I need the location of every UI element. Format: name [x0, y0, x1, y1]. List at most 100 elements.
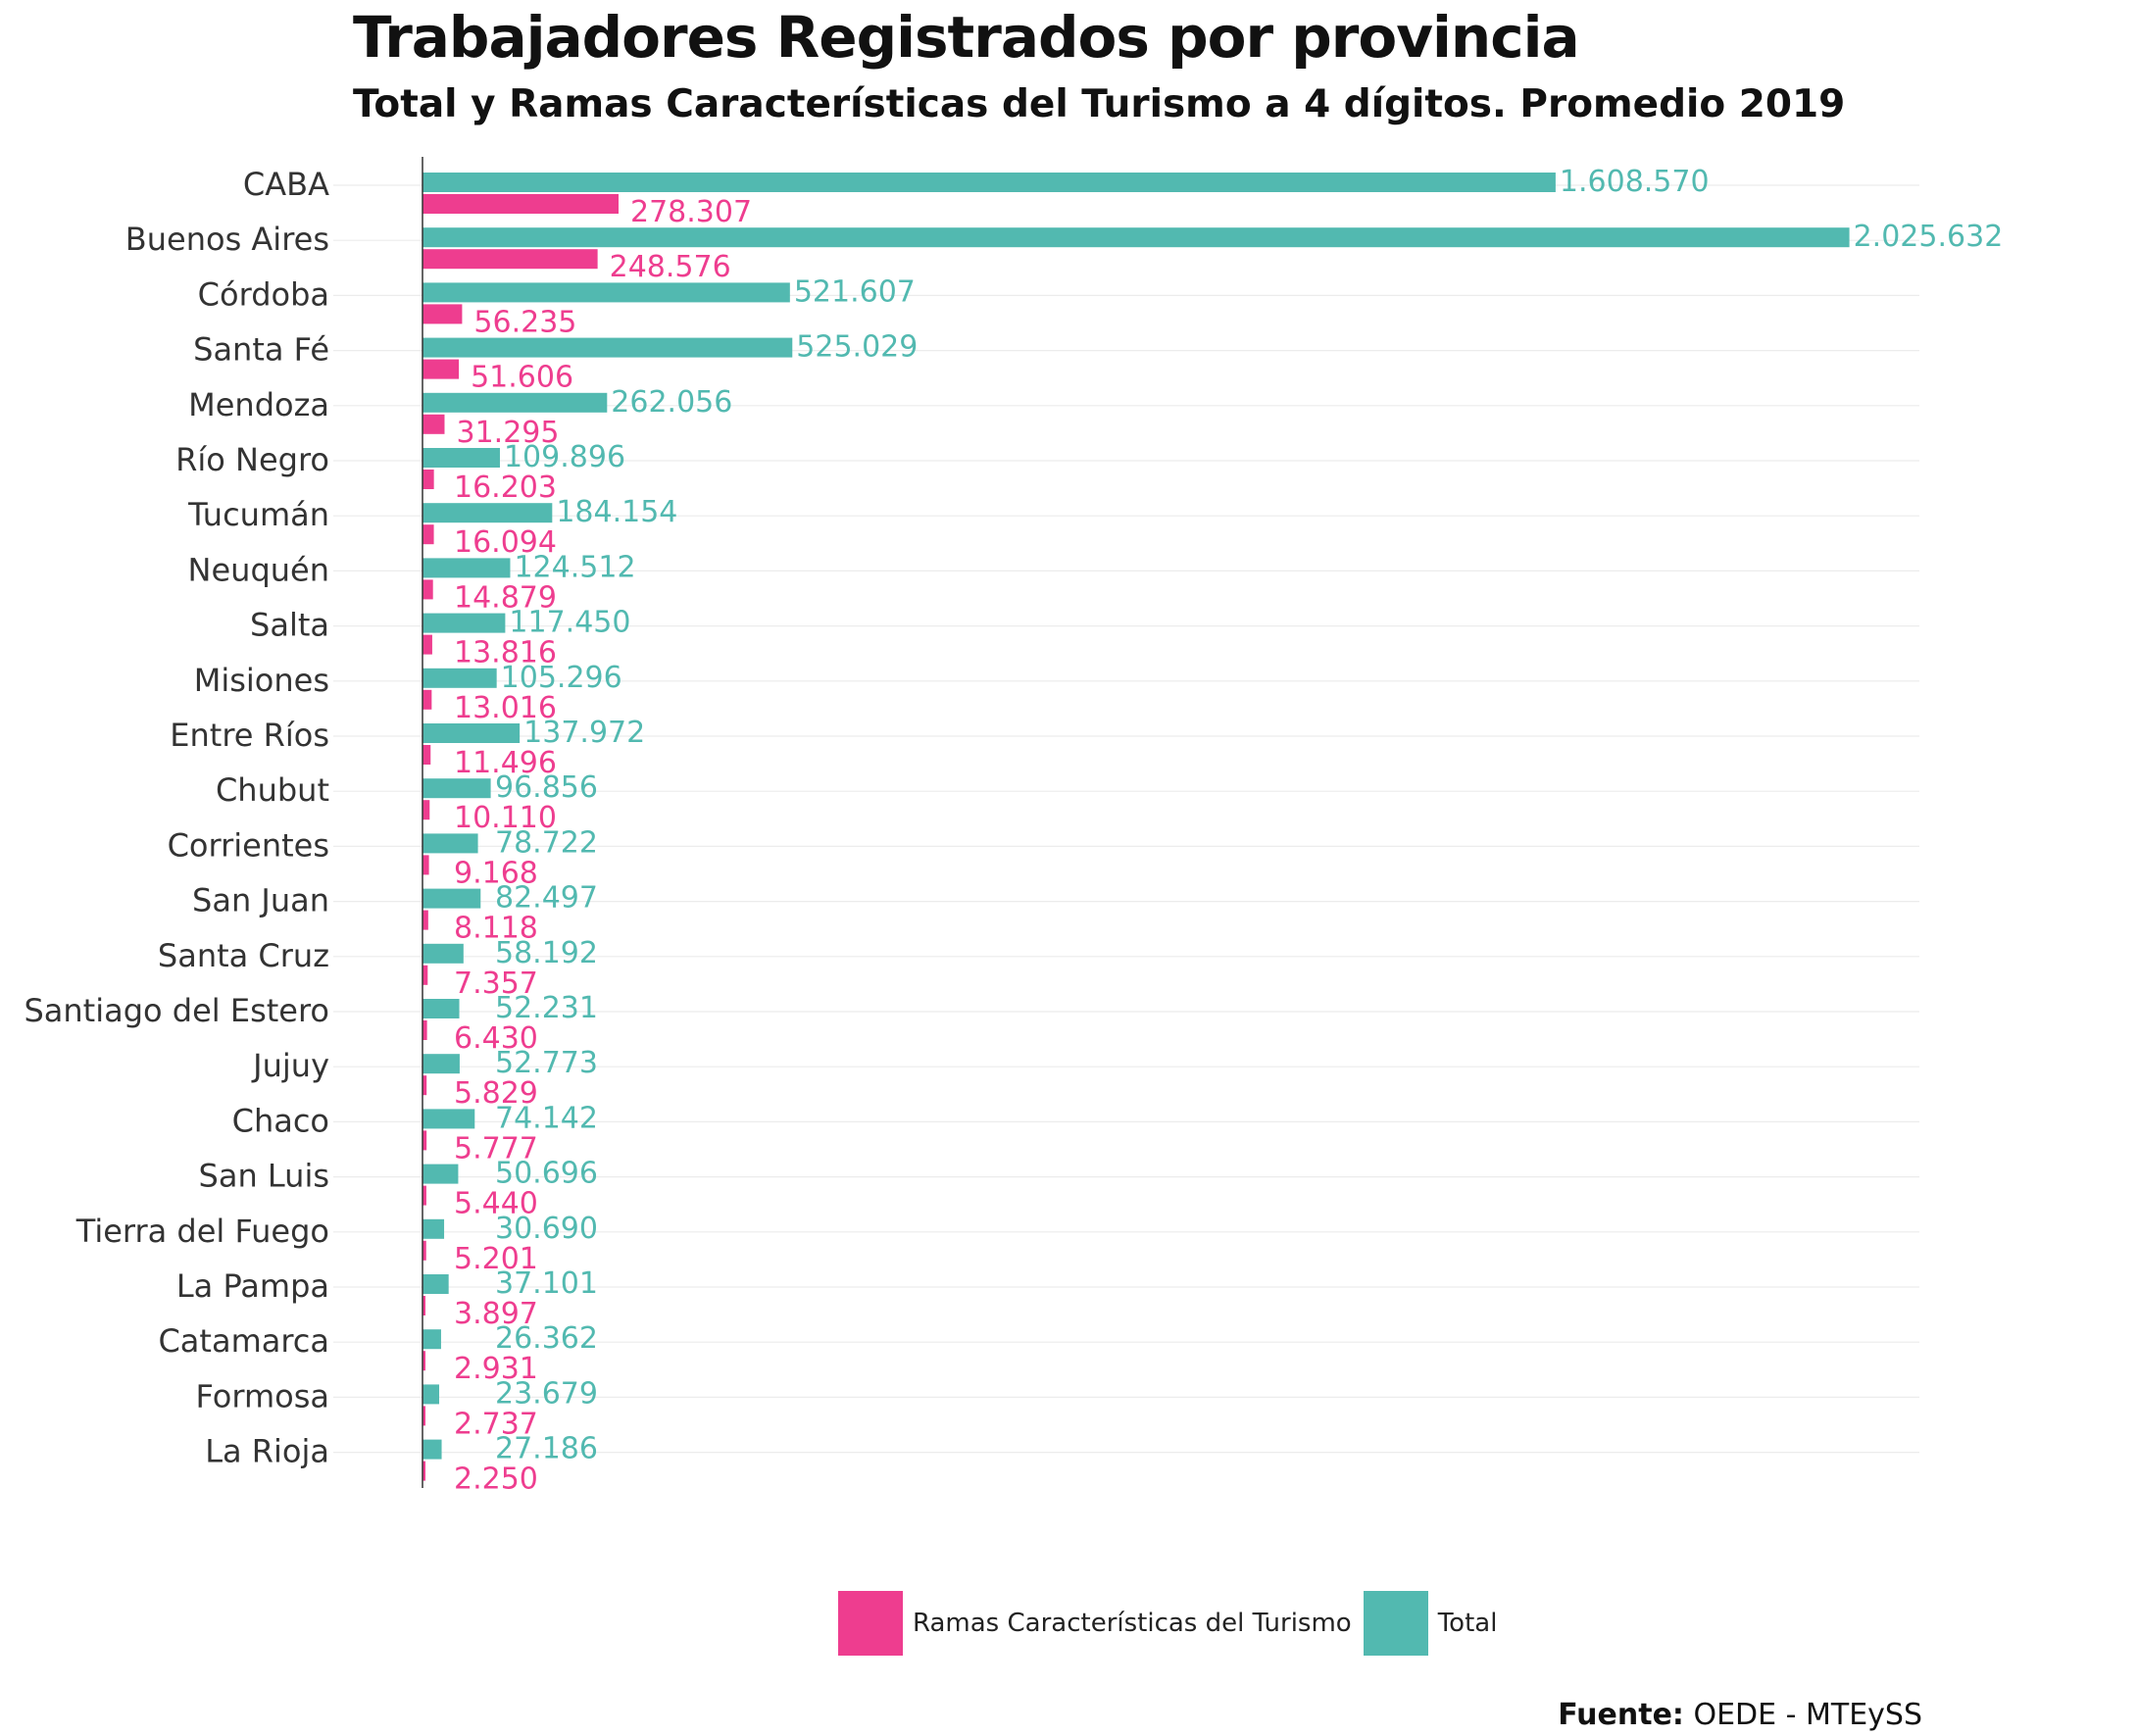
value-label-total: 1.608.570	[1560, 165, 1710, 199]
bar-turismo	[422, 1296, 425, 1315]
category-label: Entre Ríos	[170, 717, 329, 754]
category-label: CABA	[243, 166, 329, 203]
bar-turismo	[422, 689, 432, 710]
category-label: Buenos Aires	[125, 221, 329, 258]
bar-total	[422, 888, 481, 909]
bar-total	[422, 448, 500, 468]
value-label-turismo: 2.737	[454, 1407, 538, 1441]
value-label-turismo: 2.931	[454, 1352, 538, 1386]
value-label-total: 52.231	[495, 991, 598, 1025]
category-labels: CABA Buenos Aires Córdoba Santa Fé Mendoza Rí…	[24, 166, 329, 1470]
value-label-total: 262.056	[611, 385, 732, 420]
value-label-total: 117.450	[509, 606, 630, 640]
value-label-total: 37.101	[495, 1266, 598, 1301]
category-label: Río Negro	[175, 441, 329, 478]
bar-turismo	[422, 194, 619, 214]
bar-total	[422, 1329, 441, 1350]
bar-turismo	[422, 1461, 425, 1481]
bars	[422, 173, 1850, 1481]
source-text: OEDE - MTEySS	[1683, 1698, 1922, 1732]
value-label-total: 26.362	[495, 1321, 598, 1356]
legend-swatch-turismo	[838, 1591, 903, 1656]
bar-turismo	[422, 855, 429, 875]
bar-turismo	[422, 634, 432, 655]
bar-total	[422, 723, 521, 743]
value-label-turismo: 3.897	[454, 1297, 538, 1331]
value-label-total: 78.722	[495, 825, 598, 860]
value-label-turismo: 11.496	[454, 746, 557, 780]
value-label-total: 184.154	[556, 495, 677, 529]
bar-total	[422, 943, 464, 964]
category-label: La Rioja	[205, 1433, 329, 1470]
legend: Ramas Características del Turismo Total	[838, 1591, 1509, 1656]
bar-turismo	[422, 910, 428, 930]
value-label-turismo: 2.250	[454, 1463, 538, 1497]
value-label-turismo: 5.440	[454, 1187, 538, 1221]
source-note: Fuente: OEDE - MTEySS	[1558, 1698, 1922, 1732]
category-label: Salta	[250, 607, 329, 644]
bar-turismo	[422, 1075, 427, 1096]
category-label: Mendoza	[188, 386, 329, 423]
bar-turismo	[422, 359, 460, 379]
category-label: Misiones	[194, 662, 329, 699]
value-label-turismo: 31.295	[456, 416, 559, 450]
value-label-total: 58.192	[495, 936, 598, 970]
value-label-turismo: 6.430	[454, 1021, 538, 1056]
bar-total	[422, 833, 478, 854]
bar-total	[422, 668, 497, 688]
bar-turismo	[422, 1130, 427, 1151]
category-label: Tucumán	[187, 496, 329, 533]
bar-total	[422, 1109, 475, 1129]
value-label-total: 50.696	[495, 1157, 598, 1191]
value-label-turismo: 8.118	[454, 912, 538, 946]
value-label-total: 124.512	[514, 550, 635, 584]
bar-total	[422, 1054, 460, 1074]
value-label-total: 137.972	[523, 716, 645, 750]
legend-item-total: Total	[1363, 1591, 1497, 1656]
bar-total	[422, 1384, 440, 1405]
chart-subtitle: Total y Ramas Características del Turism…	[353, 82, 1846, 126]
bar-turismo	[422, 304, 463, 324]
legend-label-turismo: Ramas Características del Turismo	[913, 1609, 1352, 1638]
value-label-total: 27.186	[495, 1432, 598, 1466]
value-label-total: 521.607	[794, 274, 916, 309]
value-label-turismo: 14.879	[454, 580, 557, 615]
value-label-total: 82.497	[495, 881, 598, 916]
bar-turismo	[422, 800, 430, 820]
value-label-total: 105.296	[501, 661, 622, 695]
bar-turismo	[422, 965, 428, 985]
bar-total	[422, 337, 793, 358]
bar-total	[422, 613, 506, 633]
bar-total	[422, 558, 511, 578]
value-label-turismo: 9.168	[454, 856, 538, 890]
bar-turismo	[422, 1351, 425, 1371]
bar-turismo	[422, 470, 434, 489]
bar-total	[422, 1274, 449, 1294]
bar-turismo	[422, 745, 431, 765]
value-label-turismo: 5.777	[454, 1131, 538, 1166]
bar-total	[422, 173, 1556, 192]
bar-turismo	[422, 524, 434, 545]
bar-total	[422, 282, 790, 303]
value-label-total: 525.029	[796, 330, 918, 365]
value-label-total: 74.142	[495, 1101, 598, 1135]
chart-title: Trabajadores Registrados por provincia	[353, 4, 1580, 71]
category-label: Catamarca	[158, 1322, 329, 1360]
bar-total	[422, 1218, 445, 1239]
category-label: Santa Cruz	[158, 937, 329, 974]
value-label-turismo: 56.235	[473, 305, 576, 339]
category-label: Formosa	[196, 1377, 329, 1414]
grid-lines	[333, 184, 1919, 1454]
category-label: Tierra del Fuego	[75, 1213, 329, 1250]
category-label: Neuquén	[188, 551, 329, 588]
value-label-total: 2.025.632	[1854, 220, 2004, 254]
bar-total	[422, 1164, 459, 1184]
value-label-turismo: 278.307	[630, 195, 752, 229]
value-label-turismo: 7.357	[454, 967, 538, 1001]
bar-turismo	[422, 414, 445, 434]
bar-total	[422, 778, 491, 799]
legend-item-turismo: Ramas Características del Turismo	[838, 1591, 1352, 1656]
category-label: Corrientes	[168, 826, 329, 864]
value-label-turismo: 13.816	[454, 636, 557, 670]
value-label-total: 109.896	[504, 440, 625, 474]
